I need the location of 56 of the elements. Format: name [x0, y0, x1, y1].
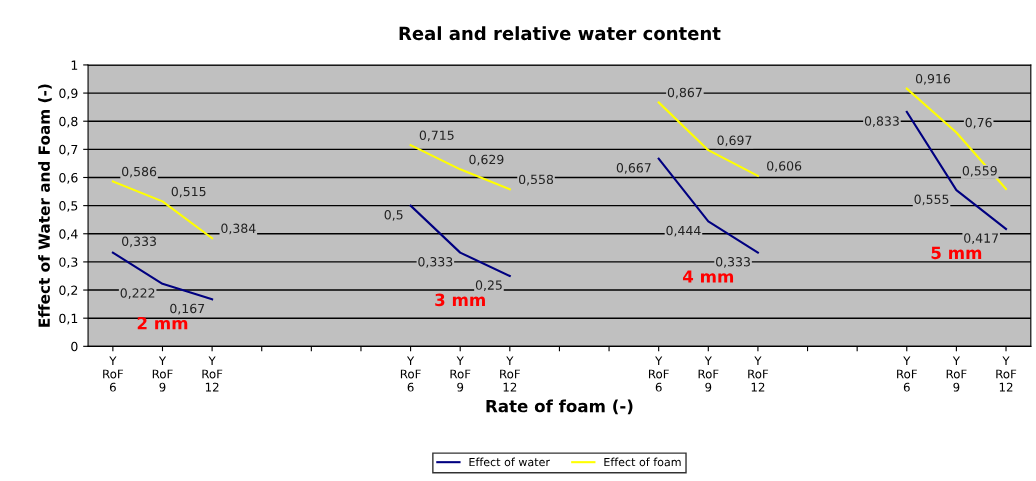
x-axis-title: Rate of foam (-) [486, 399, 633, 415]
data-label: 0,417 [964, 233, 998, 245]
legend-label: Effect of foam [604, 457, 681, 467]
y-tick-label: 0,1 [59, 313, 78, 325]
x-tick-label: Y RoF 12 [748, 356, 769, 392]
data-label: 0,444 [666, 225, 701, 237]
x-tick-label: Y RoF 12 [202, 356, 223, 392]
annotation: 2 mm [137, 316, 188, 330]
data-label: 0,333 [122, 236, 156, 248]
annotation: 3 mm [435, 293, 485, 307]
data-label: 0,167 [170, 303, 205, 315]
y-tick-label: 0 [71, 341, 78, 352]
data-label: 0,5 [384, 210, 403, 221]
y-tick-label: 1 [71, 60, 78, 70]
data-label: 0,867 [667, 87, 702, 99]
data-label: 0,916 [915, 73, 951, 85]
chart-title: Real and relative water content [399, 26, 721, 41]
x-tick-label: Y RoF 9 [698, 356, 719, 392]
data-label: 0,558 [518, 174, 554, 186]
y-tick-label: 0,8 [59, 116, 78, 128]
legend-label: Effect of water [469, 457, 550, 467]
data-label: 0,559 [962, 166, 997, 177]
data-label: 0,25 [475, 280, 502, 292]
x-tick-label: Y RoF 6 [103, 356, 124, 392]
data-label: 0,629 [469, 154, 504, 166]
y-tick-label: 0,5 [59, 201, 78, 212]
x-tick-label: Y RoF 12 [500, 356, 520, 392]
y-tick-label: 0,7 [59, 144, 78, 156]
y-tick-label: 0,9 [59, 88, 78, 100]
annotation: 4 mm [682, 270, 734, 283]
data-label: 0,606 [767, 161, 802, 172]
x-tick-label: Y RoF 12 [996, 356, 1017, 392]
data-label: 0,833 [864, 116, 899, 128]
data-label: 0,222 [120, 288, 155, 299]
x-tick-label: Y RoF 6 [400, 356, 421, 392]
x-tick-label: Y RoF 9 [450, 356, 471, 392]
data-label: 0,384 [221, 223, 256, 235]
data-label: 0,555 [914, 194, 949, 206]
data-label: 0,333 [418, 257, 453, 268]
data-label: 0,715 [419, 130, 454, 142]
x-tick-label: Y RoF 6 [897, 356, 917, 392]
y-axis-title: Effect of Water and Foam (-) [38, 84, 52, 327]
y-tick-label: 0,4 [59, 229, 78, 240]
data-label: 0,333 [716, 257, 750, 268]
data-label: 0,697 [717, 135, 752, 147]
x-tick-label: Y RoF 9 [152, 356, 173, 392]
annotation: 5 mm [931, 246, 982, 260]
y-tick-label: 0,2 [59, 285, 78, 297]
x-tick-label: Y RoF 6 [648, 356, 669, 392]
x-tick-label: Y RoF 9 [946, 356, 967, 392]
data-label: 0,515 [171, 186, 206, 198]
data-label: 0,586 [122, 166, 157, 178]
data-label: 0,76 [965, 117, 992, 129]
data-label: 0,667 [616, 163, 651, 174]
y-tick-label: 0,3 [59, 257, 78, 269]
y-tick-label: 0,6 [59, 172, 78, 184]
